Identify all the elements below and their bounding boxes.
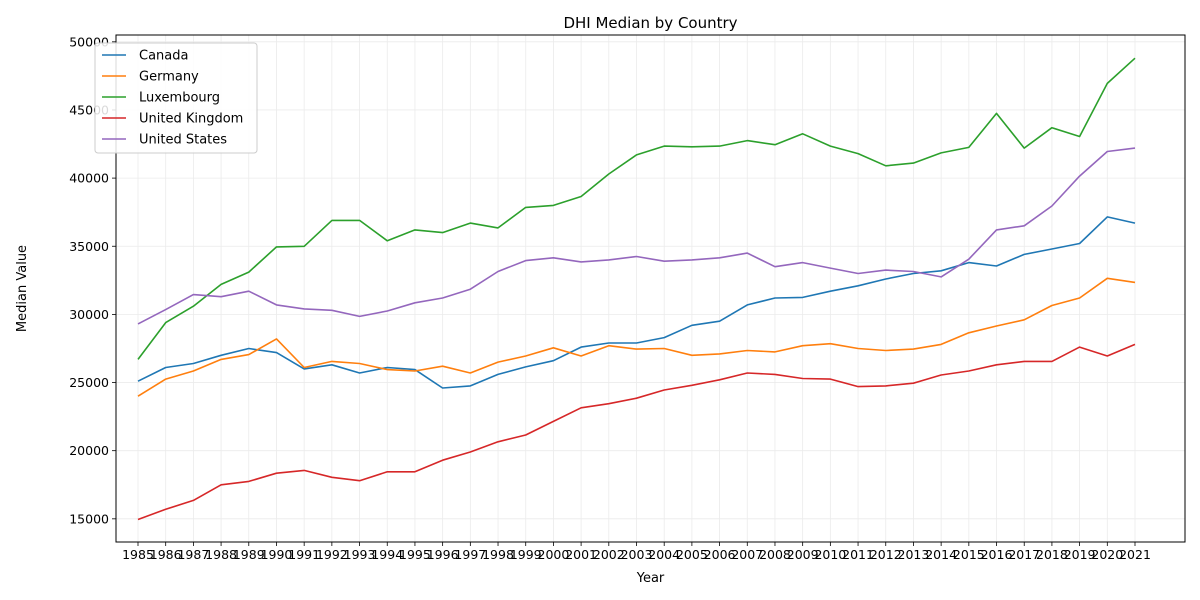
series-line-canada [137,216,1136,389]
x-tick-label: 1992 [316,547,348,562]
x-tick-label: 2012 [870,547,902,562]
x-tick-label: 2008 [759,547,791,562]
x-tick-label: 2004 [648,547,680,562]
x-tick-label: 1995 [399,547,431,562]
x-tick-label: 2016 [981,547,1013,562]
x-tick-label: 2011 [842,547,874,562]
x-tick-label: 1987 [177,547,209,562]
legend-label-united-states: United States [139,133,227,148]
x-tick-label: 2002 [593,547,625,562]
x-tick-label: 1989 [233,547,265,562]
x-tick-label: 2019 [1064,547,1096,562]
series-line-germany [137,277,1136,397]
x-tick-label: 2007 [731,547,763,562]
legend-label-germany: Germany [139,70,199,85]
plot-area-frame [115,34,1186,543]
y-tick-label: 15000 [69,511,109,526]
x-tick-label: 2006 [704,547,736,562]
chart-title: DHI Median by Country [563,14,737,32]
x-tick-label: 2020 [1091,547,1123,562]
x-tick-label: 1985 [122,547,154,562]
x-tick-label: 1999 [510,547,542,562]
legend-label-canada: Canada [139,49,188,64]
x-tick-label: 2005 [676,547,708,562]
x-tick-label: 1994 [371,547,403,562]
x-tick-label: 2001 [565,547,597,562]
x-tick-label: 1993 [344,547,376,562]
x-tick-label: 2009 [787,547,819,562]
legend: Canada Germany Luxembourg United Kingdom Uni… [94,42,258,154]
x-tick-label: 2015 [953,547,985,562]
series-line-united-kingdom [137,343,1136,521]
y-axis-label: Median Value [15,245,30,332]
y-tick-label: 25000 [69,375,109,390]
x-tick-label: 2000 [538,547,570,562]
x-tick-label: 1998 [482,547,514,562]
legend-box [94,42,258,154]
x-tick-label: 1996 [427,547,459,562]
x-tick-label: 2018 [1036,547,1068,562]
series-layer [137,57,1136,521]
x-tick-label: 1991 [288,547,320,562]
x-tick-label: 2021 [1119,547,1151,562]
legend-label-united-kingdom: United Kingdom [139,112,243,127]
x-axis-ticks: 1985198619871988198919901991199219931994… [122,542,1151,562]
x-tick-label: 1986 [150,547,182,562]
x-tick-label: 1990 [261,547,293,562]
x-axis-label: Year [636,571,665,586]
x-tick-label: 2017 [1008,547,1040,562]
x-tick-label: 2010 [814,547,846,562]
x-tick-label: 2014 [925,547,957,562]
y-tick-label: 20000 [69,443,109,458]
y-tick-label: 35000 [69,239,109,254]
legend-label-luxembourg: Luxembourg [139,91,220,106]
x-tick-label: 2013 [898,547,930,562]
series-line-luxembourg [137,57,1136,360]
y-tick-label: 30000 [69,307,109,322]
y-tick-label: 40000 [69,171,109,186]
x-tick-label: 1997 [454,547,486,562]
series-line-united-states [137,147,1136,325]
x-tick-label: 2003 [621,547,653,562]
x-tick-label: 1988 [205,547,237,562]
